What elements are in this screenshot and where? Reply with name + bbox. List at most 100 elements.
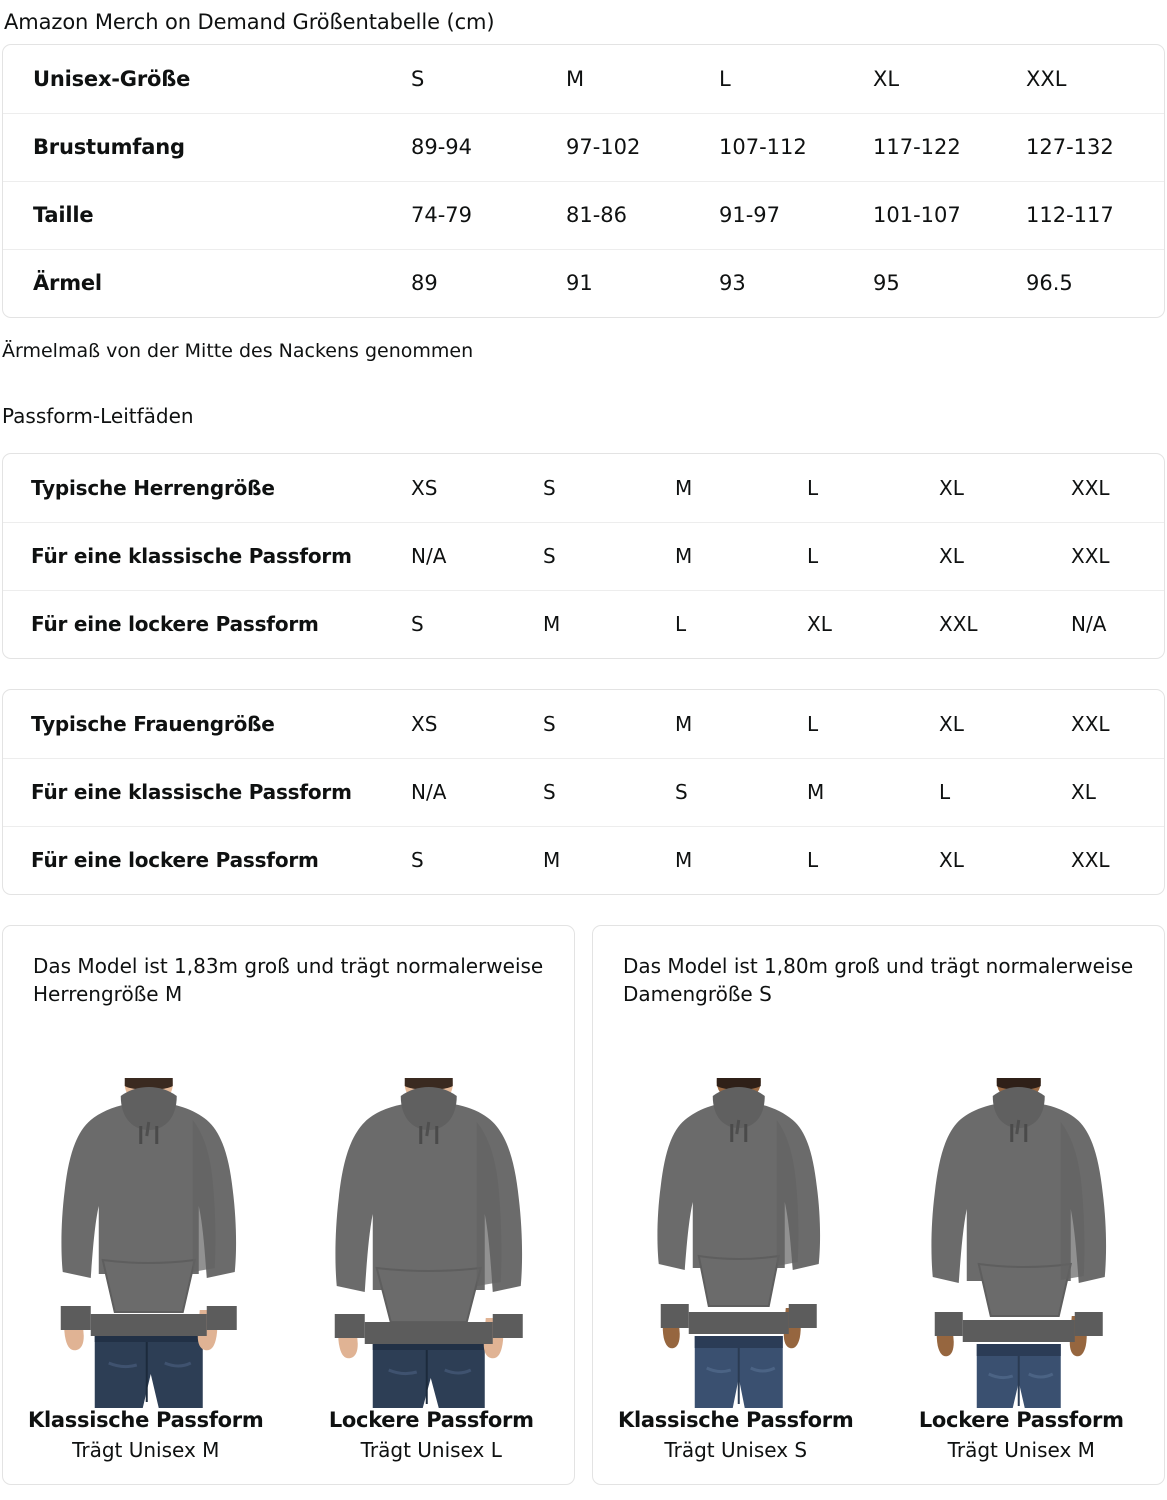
measurement-sleeve-s: 89 xyxy=(411,248,566,317)
male-relaxed-fit-wears: Trägt Unisex L xyxy=(360,1438,502,1462)
women-classic-1: S xyxy=(543,757,675,826)
sleeve-measurement-note: Ärmelmaß von der Mitte des Nackens genom… xyxy=(2,340,474,362)
fit-guides-title: Passform-Leitfäden xyxy=(2,404,194,428)
men-relaxed-2: L xyxy=(675,589,807,658)
women-relaxed-1: M xyxy=(543,825,675,894)
female-model-card: Das Model ist 1,80m groß und trägt norma… xyxy=(592,925,1165,1485)
women-fit-label-typical: Typische Frauengröße xyxy=(31,711,275,736)
measurement-row-label-chest: Brustumfang xyxy=(3,112,411,181)
female-relaxed-hoodie-illustration xyxy=(930,1078,1106,1408)
women-relaxed-5: XXL xyxy=(1071,825,1164,894)
male-classic-fit-wears: Trägt Unisex M xyxy=(72,1438,220,1462)
female-relaxed-fit-photo xyxy=(879,1078,1159,1408)
men-typical-0: XS xyxy=(411,475,438,500)
measurement-waist-s: 74-79 xyxy=(411,180,566,249)
female-classic-fit-wears: Trägt Unisex S xyxy=(664,1438,808,1462)
measurement-chest-m: 97-102 xyxy=(566,112,719,181)
male-relaxed-caption: Lockere Passform Trägt Unisex L xyxy=(289,1408,575,1462)
female-classic-caption: Klassische Passform Trägt Unisex S xyxy=(593,1408,879,1462)
female-classic-hoodie-illustration xyxy=(657,1078,821,1408)
men-typical-2: M xyxy=(675,475,693,500)
measurement-waist-xl: 101-107 xyxy=(873,180,1026,249)
women-classic-3: M xyxy=(807,757,939,826)
men-relaxed-5: N/A xyxy=(1071,589,1164,658)
measurement-chest-s: 89-94 xyxy=(411,112,566,181)
model-cards-container: Das Model ist 1,83m groß und trägt norma… xyxy=(2,925,1165,1485)
table-row: Für eine lockere Passform S M M L XL XXL xyxy=(3,825,1164,894)
men-classic-0: N/A xyxy=(411,521,543,590)
men-typical-1: S xyxy=(543,475,556,500)
male-captions: Klassische Passform Trägt Unisex M Locke… xyxy=(3,1408,574,1484)
women-typical-1: S xyxy=(543,711,556,736)
measurement-chest-l: 107-112 xyxy=(719,112,873,181)
women-typical-0: XS xyxy=(411,711,438,736)
measurement-table-card: Unisex-Größe S M L XL XXL Brustumfang 89… xyxy=(2,44,1165,318)
male-classic-fit-title: Klassische Passform xyxy=(28,1408,264,1432)
measurement-row-label-sleeve: Ärmel xyxy=(3,248,411,317)
measurement-header-size-l: L xyxy=(719,66,731,91)
men-fit-table-card: Typische Herrengröße XS S M L XL XXL Für… xyxy=(2,453,1165,659)
measurement-sleeve-m: 91 xyxy=(566,248,719,317)
measurement-chest-xxl: 127-132 xyxy=(1026,112,1164,181)
measurement-sleeve-xxl: 96.5 xyxy=(1026,248,1164,317)
men-classic-3: L xyxy=(807,521,939,590)
female-classic-fit-photo xyxy=(599,1078,879,1408)
women-relaxed-2: M xyxy=(675,825,807,894)
women-fit-label-relaxed: Für eine lockere Passform xyxy=(3,825,411,894)
male-relaxed-fit-photo xyxy=(289,1078,569,1408)
women-typical-3: L xyxy=(807,711,819,736)
women-fit-label-classic: Für eine klassische Passform xyxy=(3,757,411,826)
women-classic-5: XL xyxy=(1071,757,1164,826)
male-model-card: Das Model ist 1,83m groß und trägt norma… xyxy=(2,925,575,1485)
women-typical-5: XXL xyxy=(1071,711,1110,736)
table-row-header: Unisex-Größe S M L XL XXL xyxy=(3,45,1164,113)
men-relaxed-1: M xyxy=(543,589,675,658)
table-row: Ärmel 89 91 93 95 96.5 xyxy=(3,248,1164,317)
men-classic-5: XXL xyxy=(1071,521,1164,590)
table-row: Brustumfang 89-94 97-102 107-112 117-122… xyxy=(3,112,1164,181)
male-classic-fit-photo xyxy=(9,1078,289,1408)
men-relaxed-4: XXL xyxy=(939,589,1071,658)
female-figures xyxy=(593,1009,1164,1408)
women-classic-2: S xyxy=(675,757,807,826)
men-typical-5: XXL xyxy=(1071,475,1110,500)
male-relaxed-fit-title: Lockere Passform xyxy=(328,1408,534,1432)
women-fit-table-card: Typische Frauengröße XS S M L XL XXL Für… xyxy=(2,689,1165,895)
men-relaxed-0: S xyxy=(411,589,543,658)
measurement-waist-xxl: 112-117 xyxy=(1026,180,1164,249)
measurement-waist-m: 81-86 xyxy=(566,180,719,249)
female-relaxed-fit-title: Lockere Passform xyxy=(918,1408,1124,1432)
table-row: Taille 74-79 81-86 91-97 101-107 112-117 xyxy=(3,180,1164,249)
measurement-sleeve-l: 93 xyxy=(719,248,873,317)
measurement-sleeve-xl: 95 xyxy=(873,248,1026,317)
table-row: Für eine klassische Passform N/A S M L X… xyxy=(3,521,1164,590)
table-row: Für eine klassische Passform N/A S S M L… xyxy=(3,757,1164,826)
women-typical-2: M xyxy=(675,711,693,736)
female-relaxed-caption: Lockere Passform Trägt Unisex M xyxy=(879,1408,1165,1462)
men-fit-label-typical: Typische Herrengröße xyxy=(31,475,275,500)
women-relaxed-3: L xyxy=(807,825,939,894)
female-relaxed-fit-wears: Trägt Unisex M xyxy=(947,1438,1095,1462)
measurement-waist-l: 91-97 xyxy=(719,180,873,249)
male-classic-hoodie-illustration xyxy=(60,1078,237,1408)
measurement-header-label: Unisex-Größe xyxy=(33,66,191,91)
table-row: Typische Herrengröße XS S M L XL XXL xyxy=(3,454,1164,522)
male-model-description: Das Model ist 1,83m groß und trägt norma… xyxy=(33,954,544,1007)
measurement-header-size-xl: XL xyxy=(873,66,900,91)
table-row: Für eine lockere Passform S M L XL XXL N… xyxy=(3,589,1164,658)
women-classic-4: L xyxy=(939,757,1071,826)
men-classic-1: S xyxy=(543,521,675,590)
men-fit-table: Typische Herrengröße XS S M L XL XXL Für… xyxy=(3,454,1164,658)
women-relaxed-4: XL xyxy=(939,825,1071,894)
measurement-row-label-waist: Taille xyxy=(3,180,411,249)
measurement-header-size-s: S xyxy=(411,66,425,91)
women-typical-4: XL xyxy=(939,711,964,736)
men-relaxed-3: XL xyxy=(807,589,939,658)
men-typical-4: XL xyxy=(939,475,964,500)
measurement-chest-xl: 117-122 xyxy=(873,112,1026,181)
men-classic-2: M xyxy=(675,521,807,590)
women-fit-table: Typische Frauengröße XS S M L XL XXL Für… xyxy=(3,690,1164,894)
table-row: Typische Frauengröße XS S M L XL XXL xyxy=(3,690,1164,758)
men-typical-3: L xyxy=(807,475,819,500)
